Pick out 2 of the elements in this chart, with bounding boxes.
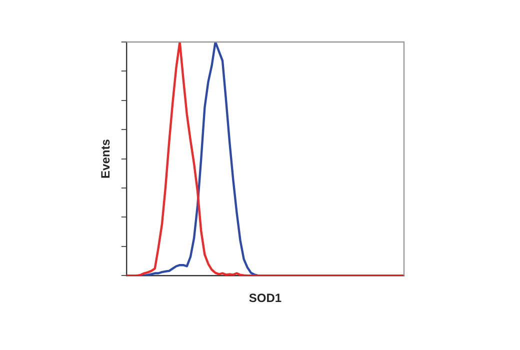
y-axis-title: Events	[98, 138, 113, 178]
x-axis-title: SOD1	[248, 291, 282, 306]
